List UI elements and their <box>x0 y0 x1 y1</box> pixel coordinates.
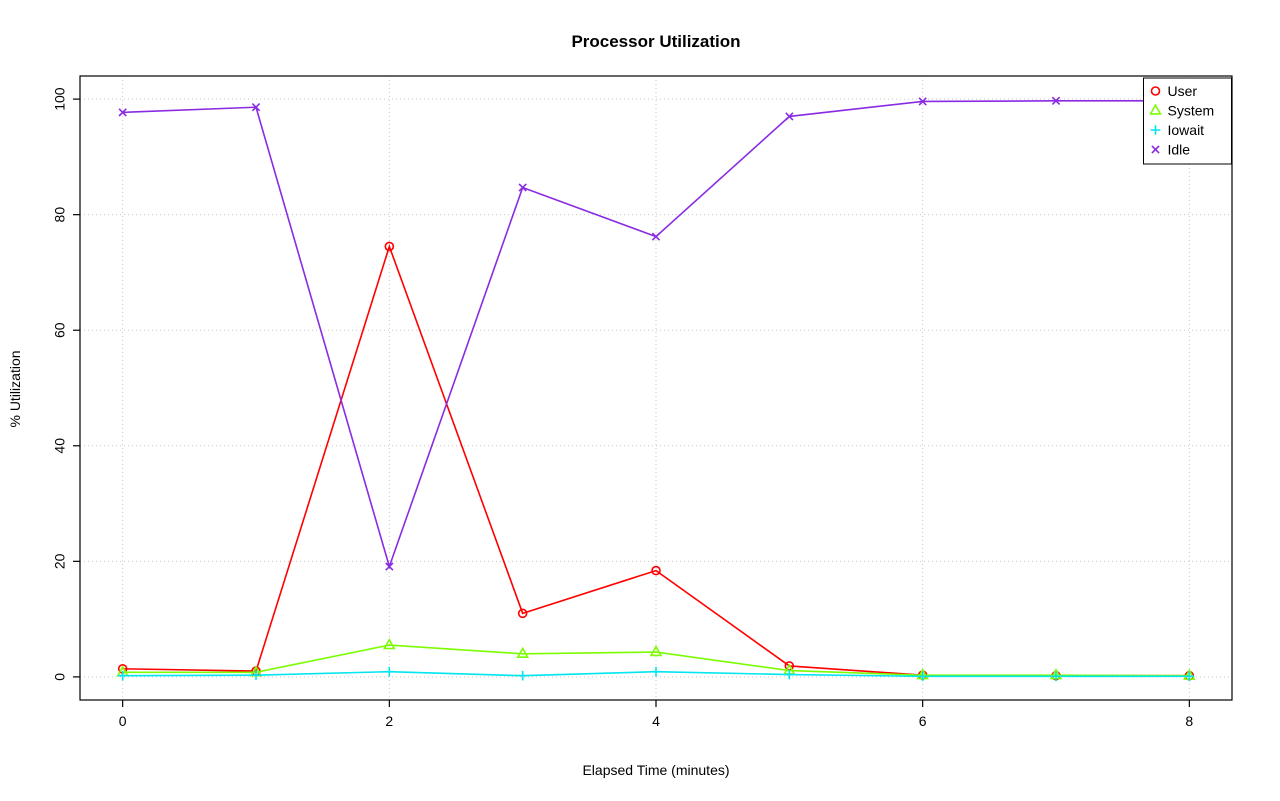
legend-label: User <box>1168 83 1198 99</box>
x-tick-label: 2 <box>385 713 393 729</box>
circle-marker <box>1150 86 1161 96</box>
series-idle <box>118 96 1194 571</box>
plus-marker <box>384 666 395 677</box>
x-tick-label: 6 <box>919 713 927 729</box>
plus-marker <box>251 670 261 680</box>
x-axis-title: Elapsed Time (minutes) <box>582 762 730 778</box>
plus-marker <box>917 671 928 682</box>
plus-marker <box>1150 125 1161 135</box>
y-tick-label: 20 <box>52 553 68 569</box>
x-marker <box>251 103 261 112</box>
x-marker <box>1151 145 1160 154</box>
triangle-marker <box>516 646 529 658</box>
y-tick-label: 80 <box>52 207 68 223</box>
plus-marker <box>1051 671 1061 682</box>
y-tick-label: 100 <box>52 87 68 111</box>
series-line <box>122 644 1190 677</box>
series-iowait <box>117 666 1195 682</box>
plus-marker <box>1184 671 1195 682</box>
x-tick-label: 8 <box>1185 713 1193 729</box>
chart-title: Processor Utilization <box>571 32 741 51</box>
x-tick-label: 4 <box>652 713 660 729</box>
legend-label: System <box>1168 103 1215 119</box>
x-marker <box>785 112 794 121</box>
y-tick-label: 0 <box>52 673 68 681</box>
legend-label: Iowait <box>1168 122 1205 138</box>
triangle-marker <box>1149 103 1162 115</box>
series-line <box>122 243 1190 677</box>
x-marker <box>651 232 661 241</box>
x-tick-label: 0 <box>119 713 127 729</box>
x-marker <box>385 562 394 571</box>
y-tick-label: 60 <box>52 322 68 338</box>
plus-marker <box>117 670 128 681</box>
legend-box <box>1143 77 1232 165</box>
legend: User System Iowait Idle <box>1143 77 1232 165</box>
legend-label: Idle <box>1168 142 1191 158</box>
triangle-marker <box>383 638 396 650</box>
plus-marker <box>784 669 795 680</box>
x-marker <box>1051 96 1061 106</box>
y-tick-label: 40 <box>52 438 68 454</box>
circle-marker <box>517 608 528 619</box>
x-marker <box>118 108 127 117</box>
x-marker <box>518 183 527 192</box>
y-axis-title: % Utilization <box>7 350 23 428</box>
triangle-marker <box>649 644 663 657</box>
x-marker <box>918 97 927 106</box>
plus-marker <box>517 670 528 681</box>
circle-marker <box>384 241 395 252</box>
plus-marker <box>651 666 661 677</box>
circle-marker <box>651 565 661 576</box>
